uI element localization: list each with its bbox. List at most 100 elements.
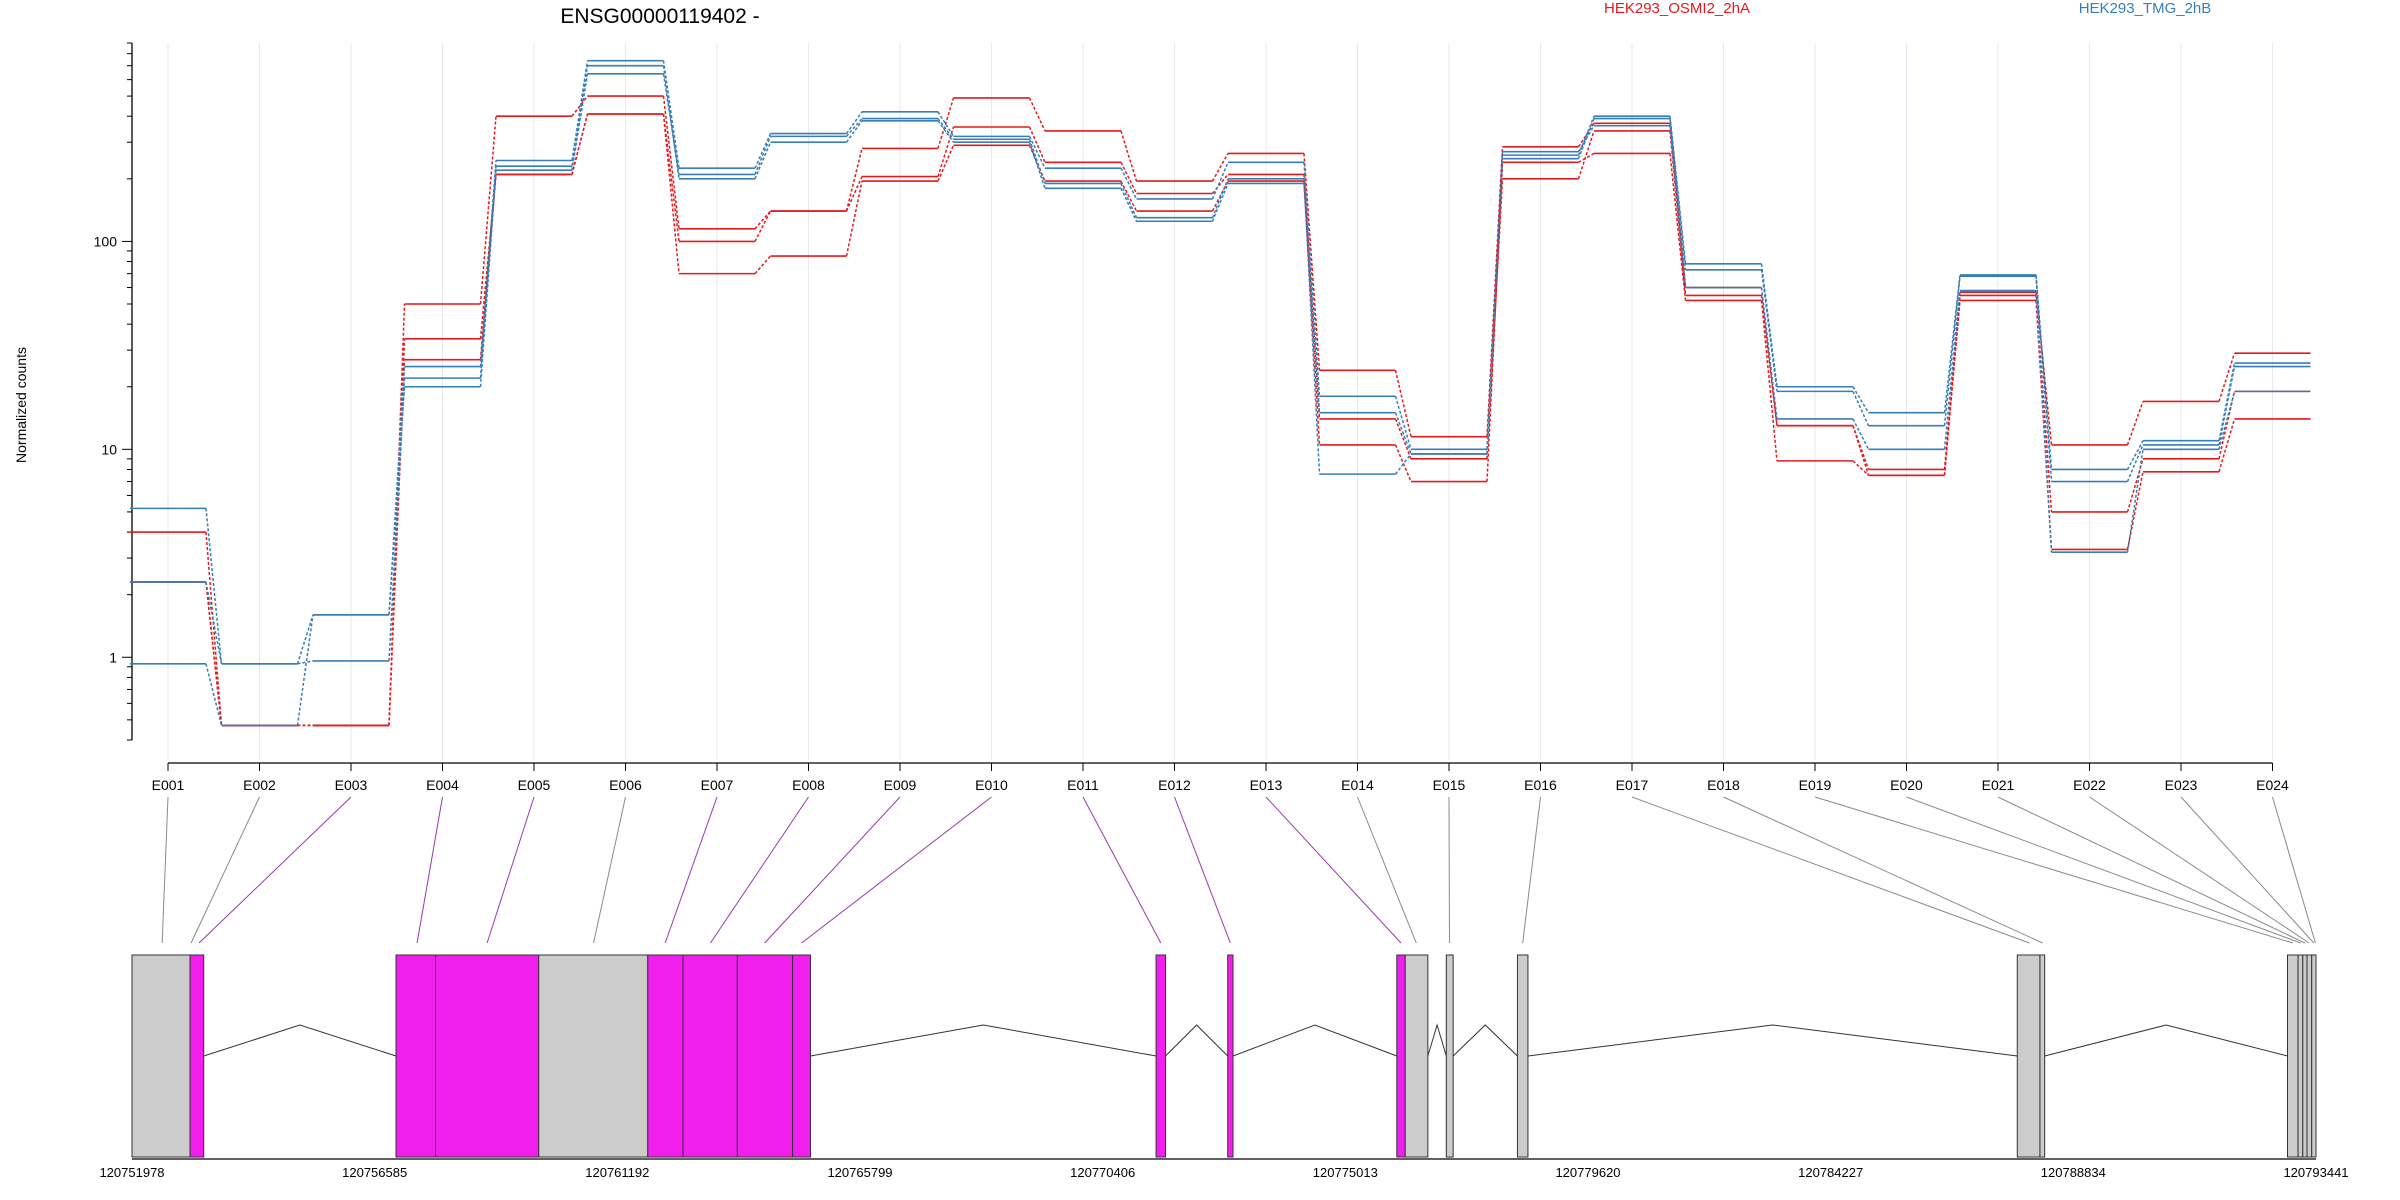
- exon-link-lines: [161, 796, 2316, 944]
- x-tick-label-e008: E008: [792, 777, 825, 793]
- exon-highlighted: [792, 954, 812, 1158]
- transition: [1852, 425, 1870, 476]
- x-tick-label-e001: E001: [152, 777, 185, 793]
- series-hek293-tmg-2hb-6: [130, 72, 2311, 727]
- transition: [662, 113, 680, 242]
- transition: [1852, 460, 1870, 476]
- coord-tick-label: 120761192: [585, 1165, 649, 1180]
- transition: [937, 120, 955, 143]
- exon: [2311, 954, 2317, 1158]
- transition: [1028, 136, 1046, 169]
- transition: [662, 95, 680, 229]
- x-tick-label-e011: E011: [1067, 777, 1099, 793]
- transition: [1303, 162, 1321, 397]
- series-hek293-osmi2-2ha-3: [130, 113, 2311, 727]
- series-hek293-tmg-2hb-4: [130, 59, 2311, 665]
- transition: [479, 116, 497, 305]
- x-tick-label-e014: E014: [1341, 777, 1374, 793]
- transition: [1943, 290, 1961, 450]
- x-tick-label-e024: E024: [2256, 777, 2289, 793]
- transition: [845, 180, 863, 257]
- transition: [2218, 352, 2236, 402]
- transition: [662, 73, 680, 175]
- y-tick-label: 10: [101, 441, 117, 457]
- coord-tick-label: 120779620: [1555, 1165, 1620, 1180]
- transition: [1669, 118, 1687, 270]
- transition: [1120, 167, 1138, 200]
- link-e002: [190, 796, 260, 944]
- coord-tick-label: 120788834: [2041, 1165, 2106, 1180]
- exon: [1445, 954, 1454, 1158]
- transition: [205, 508, 223, 664]
- link-e013: [1265, 796, 1402, 944]
- x-tick-label-e013: E013: [1250, 777, 1283, 793]
- x-tick-label-e021: E021: [1982, 777, 2015, 793]
- intron: [2044, 1024, 2288, 1057]
- link-e004: [416, 796, 443, 944]
- transition: [1577, 125, 1595, 153]
- transition: [571, 60, 589, 161]
- exon: [1404, 954, 1429, 1158]
- coord-tick-label: 120751978: [99, 1165, 164, 1180]
- x-tick-label-e017: E017: [1616, 777, 1649, 793]
- transition: [1394, 444, 1412, 482]
- legend-entry-hek293-osmi2-2ha: HEK293_OSMI2_2hA: [1604, 0, 1750, 17]
- transition: [1028, 138, 1046, 184]
- legend: HEK293_OSMI2_2hA HEK293_TMG_2hB: [1604, 0, 2211, 17]
- x-tick-label-e012: E012: [1158, 777, 1191, 793]
- exon: [2039, 954, 2046, 1158]
- link-e005: [486, 796, 535, 944]
- transition: [1028, 144, 1046, 182]
- link-e006: [593, 796, 626, 944]
- link-e001: [161, 796, 169, 944]
- x-tick-label-e007: E007: [701, 777, 734, 793]
- transition: [662, 60, 680, 169]
- link-e009: [764, 796, 901, 944]
- transition: [388, 338, 406, 726]
- transition: [1120, 180, 1138, 212]
- transition: [754, 141, 772, 180]
- transition: [845, 176, 863, 212]
- transition: [662, 113, 680, 274]
- transition: [388, 386, 406, 615]
- coord-tick-label: 120784227: [1798, 1165, 1863, 1180]
- transition: [1028, 97, 1046, 132]
- transition: [1303, 183, 1321, 413]
- exon: [2297, 954, 2304, 1158]
- intron: [1232, 1024, 1397, 1057]
- coord-tick-label: 120770406: [1070, 1165, 1135, 1180]
- link-e003: [198, 796, 352, 944]
- transition: [845, 111, 863, 135]
- exon: [2016, 954, 2041, 1158]
- exon: [2302, 954, 2308, 1158]
- link-e023: [2180, 796, 2315, 944]
- exon-gridlines: [167, 43, 2273, 760]
- transition: [2126, 444, 2144, 482]
- link-e016: [1522, 796, 1541, 944]
- transition: [1852, 425, 1870, 470]
- exon-highlighted: [647, 954, 684, 1158]
- y-axis-label: Normalized counts: [13, 347, 29, 463]
- coord-tick-label: 120775013: [1313, 1165, 1378, 1180]
- transition: [845, 148, 863, 212]
- transition: [2218, 366, 2236, 446]
- series-hek293-osmi2-2ha-2: [130, 113, 2311, 727]
- transition: [754, 136, 772, 175]
- transition: [937, 97, 955, 149]
- transition: [1303, 153, 1321, 371]
- transition: [1852, 391, 1870, 426]
- x-tick-label-e019: E019: [1799, 777, 1832, 793]
- transition: [1211, 180, 1229, 212]
- transition: [2035, 290, 2053, 553]
- exon: [538, 954, 649, 1158]
- transition: [2218, 418, 2236, 472]
- x-tick-label-e004: E004: [426, 777, 459, 793]
- x-tick-label-e016: E016: [1524, 777, 1557, 793]
- transition: [1120, 162, 1138, 194]
- coord-tick-label: 120765799: [827, 1165, 892, 1180]
- transition: [845, 118, 863, 137]
- x-tick-label-e006: E006: [609, 777, 642, 793]
- legend-entry-hek293-tmg-2hb: HEK293_TMG_2hB: [2079, 0, 2212, 17]
- transition: [571, 113, 589, 175]
